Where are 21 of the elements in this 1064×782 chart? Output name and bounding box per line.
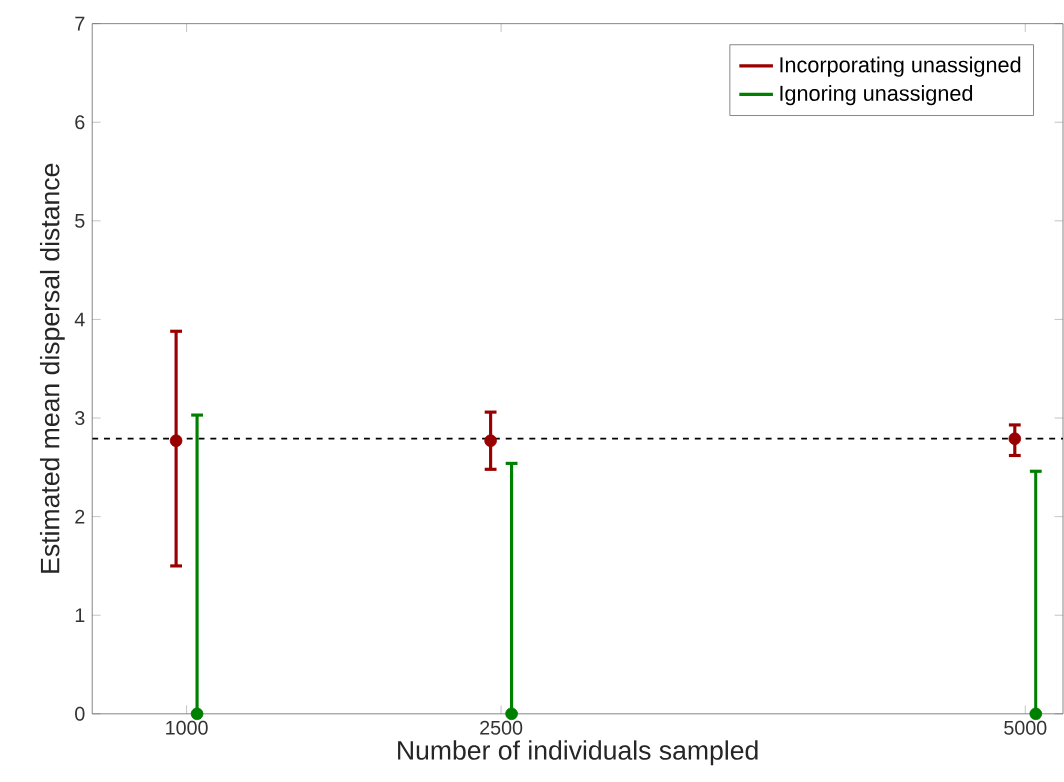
point (484, 434, 497, 448)
legend-label: Incorporating unassigned (780, 56, 1021, 77)
y-tick-label: 1 (75, 608, 85, 623)
legend-label: Ignoring unassigned (780, 85, 973, 106)
point (190, 707, 204, 721)
y-tick-label: 4 (74, 312, 85, 327)
y-tick-label: 3 (75, 411, 85, 426)
x-tick-label: 1000 (166, 720, 208, 735)
point (169, 434, 183, 448)
point (1008, 432, 1022, 446)
x-axis-title: Number of individuals sampled (398, 740, 758, 766)
y-tick-label: 6 (75, 115, 85, 130)
point (1029, 707, 1043, 721)
point (505, 707, 518, 721)
x-tick-label: 2500 (480, 720, 523, 735)
x-tick-label: 5000 (1004, 720, 1047, 735)
y-tick-label: 2 (75, 509, 85, 524)
y-tick-label: 0 (75, 706, 85, 721)
y-tick-label: 5 (75, 214, 85, 228)
y-axis-title: Estimated mean dispersal distance (39, 163, 65, 573)
y-tick-label: 7 (75, 16, 85, 31)
